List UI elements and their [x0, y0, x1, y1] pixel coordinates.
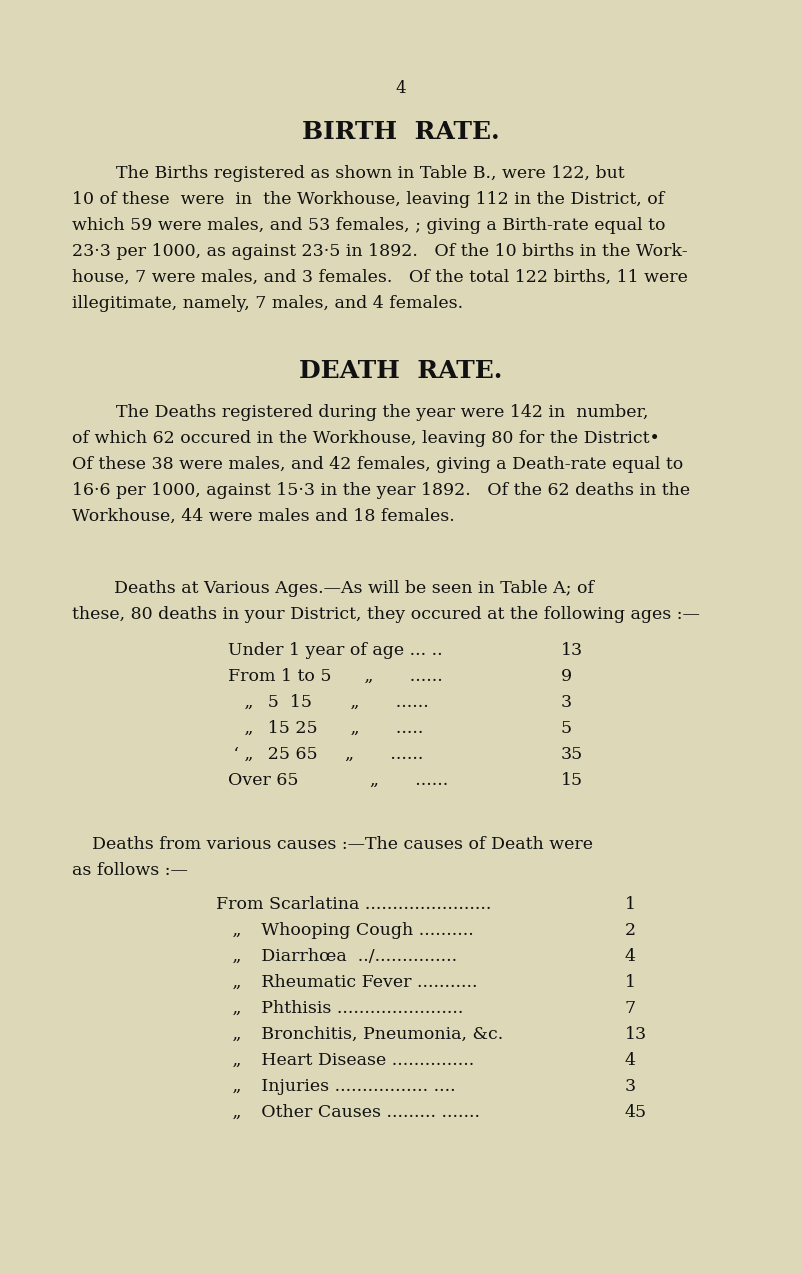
Text: „  15 25      „      .....: „ 15 25 „ .....: [228, 720, 424, 736]
Text: 2: 2: [625, 922, 636, 939]
Text: 9: 9: [561, 668, 572, 685]
Text: 45: 45: [625, 1105, 647, 1121]
Text: 15: 15: [561, 772, 583, 789]
Text: „   Heart Disease ...............: „ Heart Disease ...............: [216, 1052, 474, 1069]
Text: 10 of these  were  in  the Workhouse, leaving 112 in the District, of: 10 of these were in the Workhouse, leavi…: [72, 191, 664, 208]
Text: Deaths at Various Ages.—As will be seen in Table A; of: Deaths at Various Ages.—As will be seen …: [92, 580, 594, 598]
Text: The Deaths registered during the year were 142 in  number,: The Deaths registered during the year we…: [72, 404, 649, 420]
Text: „   Whooping Cough ..........: „ Whooping Cough ..........: [216, 922, 474, 939]
Text: as follows :—: as follows :—: [72, 862, 188, 879]
Text: 7: 7: [625, 1000, 636, 1017]
Text: 4: 4: [625, 1052, 636, 1069]
Text: 1: 1: [625, 896, 636, 913]
Text: „   Phthisis .......................: „ Phthisis .......................: [216, 1000, 464, 1017]
Text: 4: 4: [395, 80, 406, 97]
Text: these, 80 deaths in your District, they occured at the following ages :—: these, 80 deaths in your District, they …: [72, 606, 700, 623]
Text: 35: 35: [561, 747, 583, 763]
Text: 23·3 per 1000, as against 23·5 in 1892.   Of the 10 births in the Work-: 23·3 per 1000, as against 23·5 in 1892. …: [72, 243, 688, 260]
Text: From Scarlatina .......................: From Scarlatina .......................: [216, 896, 492, 913]
Text: 4: 4: [625, 948, 636, 964]
Text: The Births registered as shown in Table B., were 122, but: The Births registered as shown in Table …: [72, 166, 625, 182]
Text: From 1 to 5      „      ......: From 1 to 5 „ ......: [228, 668, 443, 685]
Text: Workhouse, 44 were males and 18 females.: Workhouse, 44 were males and 18 females.: [72, 508, 455, 525]
Text: „   Injuries ................. ....: „ Injuries ................. ....: [216, 1078, 456, 1094]
Text: which 59 were males, and 53 females, ; giving a Birth-rate equal to: which 59 were males, and 53 females, ; g…: [72, 217, 666, 234]
Text: 3: 3: [625, 1078, 636, 1094]
Text: of which 62 occured in the Workhouse, leaving 80 for the District•: of which 62 occured in the Workhouse, le…: [72, 431, 660, 447]
Text: „   Diarrhœa  ../...............: „ Diarrhœa ../...............: [216, 948, 457, 964]
Text: illegitimate, namely, 7 males, and 4 females.: illegitimate, namely, 7 males, and 4 fem…: [72, 296, 463, 312]
Text: „   Bronchitis, Pneumonia, &c.: „ Bronchitis, Pneumonia, &c.: [216, 1026, 504, 1043]
Text: 16·6 per 1000, against 15·3 in the year 1892.   Of the 62 deaths in the: 16·6 per 1000, against 15·3 in the year …: [72, 482, 690, 499]
Text: 13: 13: [561, 642, 583, 659]
Text: Under 1 year of age ... ..: Under 1 year of age ... ..: [228, 642, 443, 659]
Text: DEATH  RATE.: DEATH RATE.: [299, 359, 502, 383]
Text: ‘ „  25 65     „      ......: ‘ „ 25 65 „ ......: [228, 747, 424, 763]
Text: Deaths from various causes :—The causes of Death were: Deaths from various causes :—The causes …: [92, 836, 593, 854]
Text: BIRTH  RATE.: BIRTH RATE.: [302, 120, 499, 144]
Text: 3: 3: [561, 694, 572, 711]
Text: 13: 13: [625, 1026, 647, 1043]
Text: „  5  15       „      ......: „ 5 15 „ ......: [228, 694, 429, 711]
Text: „   Rheumatic Fever ...........: „ Rheumatic Fever ...........: [216, 975, 477, 991]
Text: 5: 5: [561, 720, 572, 736]
Text: 1: 1: [625, 975, 636, 991]
Text: Over 65             „      ......: Over 65 „ ......: [228, 772, 449, 789]
Text: Of these 38 were males, and 42 females, giving a Death-rate equal to: Of these 38 were males, and 42 females, …: [72, 456, 683, 473]
Text: house, 7 were males, and 3 females.   Of the total 122 births, 11 were: house, 7 were males, and 3 females. Of t…: [72, 269, 688, 285]
Text: „   Other Causes ......... .......: „ Other Causes ......... .......: [216, 1105, 481, 1121]
